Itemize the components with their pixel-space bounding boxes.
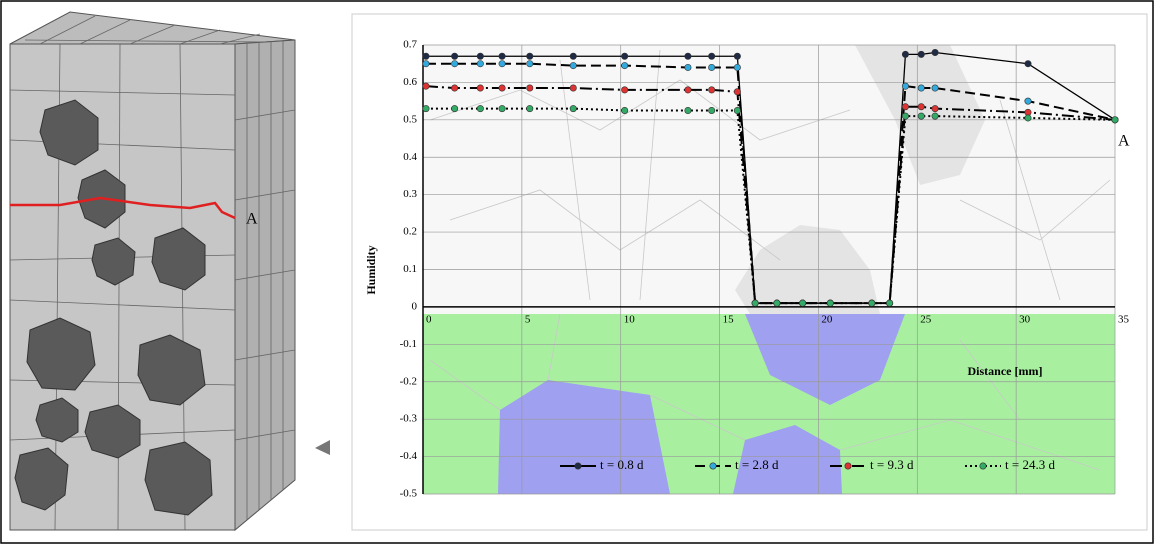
specimen-label: A [246,211,258,228]
data-point [423,83,429,89]
data-point [734,53,740,59]
data-point [527,53,533,59]
data-point [527,61,533,67]
data-point [708,107,714,113]
y-tick-label: -0.3 [400,413,418,425]
y-tick-label: 0 [412,300,418,312]
data-point [902,51,908,57]
data-point [1112,117,1118,123]
specimen-mesh [10,12,295,530]
x-tick-label: 5 [525,313,531,325]
data-point [451,61,457,67]
data-point [932,113,938,119]
legend-label: t = 24.3 d [1005,457,1055,472]
legend-marker [710,463,716,469]
data-point [527,105,533,111]
data-point [932,49,938,55]
legend-label: t = 2.8 d [735,457,779,472]
data-point [708,53,714,59]
legend-marker [845,463,851,469]
data-point [570,62,576,68]
data-point [527,85,533,91]
y-tick-label: 0.4 [403,151,417,163]
x-tick-label: 25 [920,313,932,325]
data-point [451,105,457,111]
data-point [827,300,833,306]
figure: A -0.5 -0.4 -0.3 -0.2 -0.1 0 0.1 0.2 0.3 0.4 0.5 0.… [0,0,1154,544]
y-tick-label: -0.2 [400,375,417,387]
data-point [918,85,924,91]
x-tick-label: 35 [1118,313,1130,325]
data-point [499,105,505,111]
y-tick-label: -0.1 [400,338,417,350]
data-point [918,51,924,57]
data-point [774,300,780,306]
data-point [621,53,627,59]
data-point [621,62,627,68]
annotation: A [1118,133,1130,150]
y-tick-label: 0.1 [403,263,417,275]
x-axis-label: Distance [mm] [968,364,1043,378]
y-tick-label: 0.3 [403,188,417,200]
x-tick-label: 10 [624,313,636,325]
y-tick-label: -0.4 [400,450,418,462]
y-axis-label: Humidity [364,245,378,294]
data-point [685,53,691,59]
data-point [423,105,429,111]
data-point [621,87,627,93]
legend-label: t = 9.3 d [870,457,914,472]
data-point [886,300,892,306]
data-point [734,107,740,113]
data-point [499,53,505,59]
data-point [477,105,483,111]
data-point [477,61,483,67]
data-point [1025,115,1031,121]
data-point [685,64,691,70]
data-point [708,87,714,93]
data-point [499,61,505,67]
y-tick-label: 0.7 [403,39,417,51]
data-point [1025,61,1031,67]
data-point [734,64,740,70]
data-point [869,300,875,306]
data-point [477,53,483,59]
data-point [685,87,691,93]
data-point [477,85,483,91]
legend-label: t = 0.8 d [600,457,644,472]
data-point [734,89,740,95]
data-point [932,105,938,111]
data-point [918,113,924,119]
data-point [708,64,714,70]
x-tick-label: 15 [723,313,735,325]
y-tick-label: 0.6 [403,76,417,88]
y-tick-label: 0.2 [403,226,417,238]
data-point [902,113,908,119]
x-tick-label: 30 [1019,313,1030,325]
data-point [902,83,908,89]
data-point [918,104,924,110]
data-point [932,85,938,91]
data-point [902,104,908,110]
x-tick-label: 0 [426,313,432,325]
data-point [423,61,429,67]
data-point [423,53,429,59]
data-point [499,85,505,91]
data-point [570,53,576,59]
x-tick-label: 20 [821,313,833,325]
data-point [799,300,805,306]
data-point [451,85,457,91]
data-point [685,107,691,113]
data-point [451,53,457,59]
legend-marker [575,463,581,469]
y-tick-label: 0.5 [403,113,417,125]
y-tick-label: -0.5 [400,488,418,500]
data-point [570,85,576,91]
data-point [1025,98,1031,104]
legend-marker [980,463,986,469]
data-point [621,107,627,113]
data-point [570,105,576,111]
data-point [752,300,758,306]
